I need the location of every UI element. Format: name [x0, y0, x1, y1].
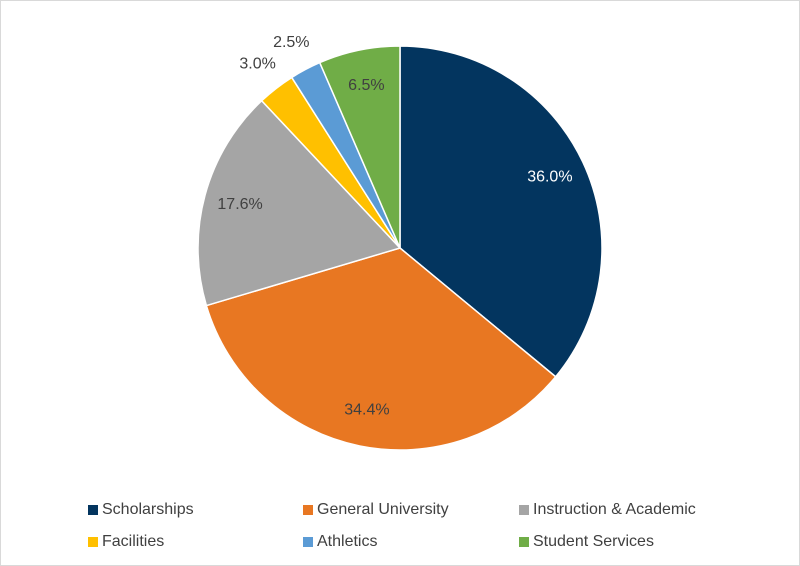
- pie-slice: [205, 247, 557, 451]
- legend-swatch: [303, 505, 313, 515]
- legend-swatch: [88, 505, 98, 515]
- legend-label: Athletics: [317, 533, 377, 550]
- data-label: 34.4%: [344, 402, 389, 419]
- data-label: 36.0%: [527, 169, 572, 186]
- pie-slice: [197, 99, 402, 307]
- data-label: 17.6%: [217, 196, 262, 213]
- data-label: 3.0%: [239, 56, 275, 73]
- legend-label: Facilities: [102, 533, 164, 550]
- data-label: 6.5%: [348, 77, 384, 94]
- legend-swatch: [519, 537, 529, 547]
- legend-label: Student Services: [533, 533, 654, 550]
- legend-swatch: [519, 505, 529, 515]
- legend-swatch: [303, 537, 313, 547]
- legend-label: Instruction & Academic: [533, 501, 696, 518]
- legend-swatch: [88, 537, 98, 547]
- legend-label: General University: [317, 501, 449, 518]
- legend-label: Scholarships: [102, 501, 194, 518]
- pie-slice: [399, 45, 603, 378]
- pie-slice: [318, 45, 401, 249]
- data-label: 2.5%: [273, 34, 309, 51]
